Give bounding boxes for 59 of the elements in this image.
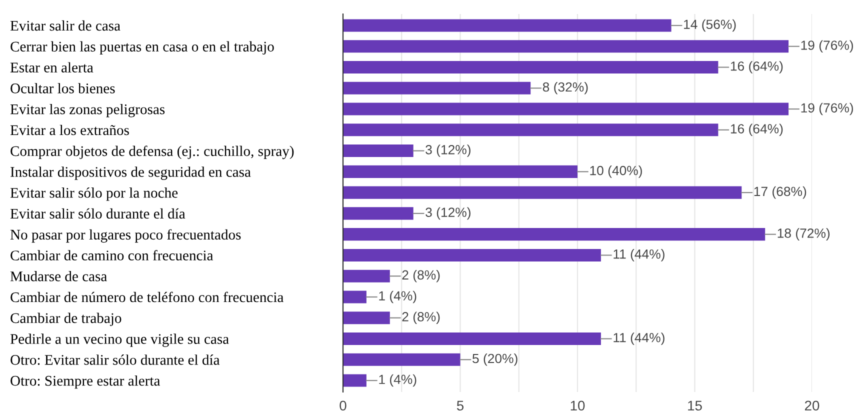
x-tick-label: 20 [804,400,820,411]
y-tick-label: Cerrar bien las puertas en casa o en el trabajo [10,41,274,55]
bar [343,248,601,262]
data-label: 11 (44%) [614,332,664,345]
data-label: 1 (4%) [379,374,416,387]
bar [343,40,789,53]
bar [343,165,578,178]
bar [343,60,718,74]
data-label: 17 (68%) [754,186,806,199]
bar [343,207,414,220]
y-tick-label: Evitar salir sólo por la noche [10,187,178,201]
data-label: 19 (76%) [801,102,853,116]
x-tick-label: 15 [688,400,702,411]
bar [343,124,718,136]
y-tick-label: Evitar las zonas peligrosas [10,104,165,118]
y-tick-label: Otro: Evitar salir sólo durante el día [10,354,220,365]
x-tick-label: 5 [456,400,464,411]
bar [343,82,531,94]
y-tick-label: Comprar objetos de defensa (ej.: cuchillo, spray) [10,146,294,160]
data-label: 3 (12%) [426,144,470,157]
data-label: 8 (32%) [542,82,588,94]
y-tick-label: Evitar salir de casa [10,20,120,31]
bar [343,102,789,116]
y-tick-label: Cambiar de trabajo [10,312,122,326]
data-label: 10 (40%) [590,166,642,178]
y-tick-label: Instalar dispositivos de seguridad en casa [10,166,251,180]
y-tick-label: Ocultar los bienes [10,83,115,94]
x-tick-label: 0 [340,400,346,411]
data-label: 16 (64%) [730,61,783,74]
data-label: 5 (20%) [472,353,518,366]
data-label: 2 (8%) [402,312,440,324]
y-tick-label: Otro: Siempre estar alerta [10,375,160,389]
data-label: 19 (76%) [801,40,853,53]
y-tick-label: Evitar a los extraños [10,124,129,136]
y-tick-label: Cambiar de número de teléfono con frecuencia [10,292,284,302]
bar [343,228,766,241]
bar [343,312,390,324]
y-tick-label: No pasar por lugares poco frecuentados [10,229,241,243]
bar [343,186,742,199]
y-tick-label: Estar en alerta [10,62,94,72]
bar [343,144,414,158]
bar [343,332,601,346]
x-tick-label: 10 [570,400,585,411]
data-label: 18 (72%) [778,228,830,240]
bar [343,270,390,282]
data-label: 1 (4%) [379,290,416,304]
y-tick-label: Cambiar de camino con frecuencia [10,250,214,260]
y-tick-label: Pedirle a un vecino que vigile su casa [10,334,229,347]
y-tick-label: Evitar salir sólo durante el día [10,208,186,219]
data-label: 11 (44%) [614,249,664,262]
data-label: 3 (12%) [426,207,470,220]
y-tick-label: Mudarse de casa [10,271,107,282]
bar [343,374,366,387]
bar [343,290,366,304]
bar [343,19,672,32]
data-label: 14 (56%) [684,19,736,32]
data-label: 16 (64%) [730,124,783,136]
bar [343,353,460,366]
data-label: 2 (8%) [402,270,440,282]
